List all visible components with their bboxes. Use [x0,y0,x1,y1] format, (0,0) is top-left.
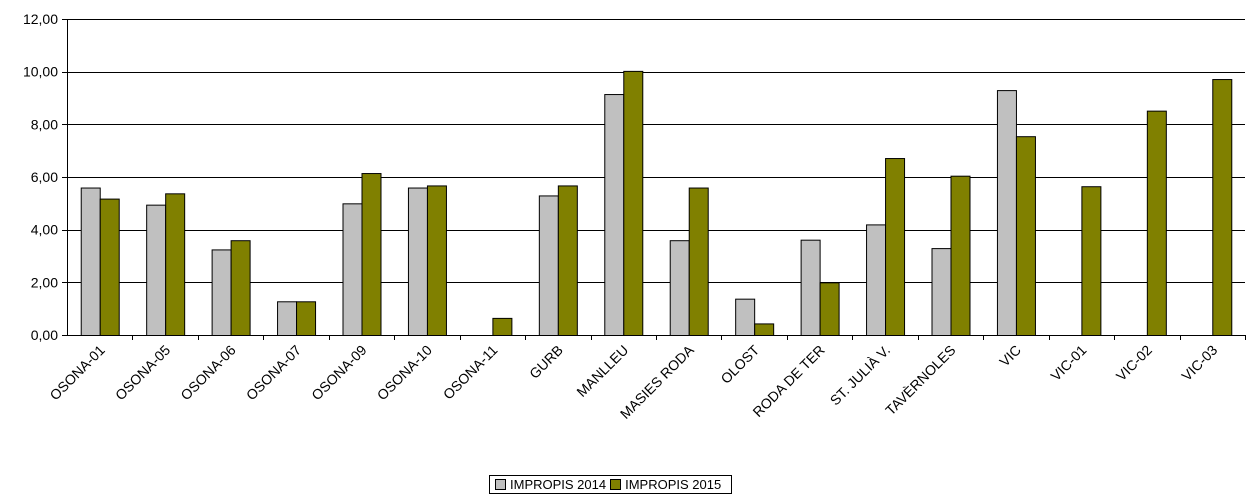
bar-2014 [604,94,625,336]
bar-2015 [688,187,709,336]
x-tick-label: OLOST [717,342,762,387]
x-tick-label: VIC-02 [1113,342,1155,384]
bar-2015 [623,70,644,336]
legend-label-2014: IMPROPIS 2014 [510,477,607,492]
x-tick-label: OSONA-10 [374,342,436,404]
bar-2015 [1146,110,1167,336]
x-tick-label: TAVÈRNOLES [882,342,958,418]
bar-2014 [407,187,428,336]
bar-2014 [735,298,756,337]
bar-2015 [296,301,317,336]
x-tick-label: OSONA-11 [440,342,501,403]
x-tick-labels: OSONA-01 OSONA-05 OSONA-06 OSONA-07 OSONA-09… [46,341,1220,422]
bar-2015 [165,193,186,336]
legend: IMPROPIS 2014 IMPROPIS 2015 [489,475,733,494]
y-tick-label: 8,00 [31,116,58,132]
bar-2015 [492,317,513,336]
legend-swatch-2014 [495,479,506,490]
legend-label-2015: IMPROPIS 2015 [625,477,722,492]
bar-2014 [277,301,298,336]
x-tick-label: OSONA-06 [177,342,239,404]
y-tick-label: 12,00 [23,11,58,27]
x-tick-label: VIC [996,342,1024,370]
x-tick-label: VIC-01 [1047,342,1089,384]
bar-2014 [866,224,887,336]
bar-2014 [669,240,690,336]
bar-2015 [950,175,971,336]
bar-2014 [211,249,232,337]
y-tick-label: 10,00 [23,64,58,80]
legend-swatch-2015 [610,479,622,490]
legend-item-2015: IMPROPIS 2015 [610,477,721,492]
bar-2014 [996,90,1017,336]
bar-2015 [361,173,382,336]
gridlines [67,19,1245,283]
bar-2014 [538,195,559,336]
y-tick-label: 4,00 [31,222,58,238]
bars [80,70,1233,337]
legend-item-2014: IMPROPIS 2014 [495,477,606,492]
bar-2014 [146,204,167,336]
bar-2015 [1015,136,1036,336]
bar-2015 [1212,79,1233,337]
bar-2014 [931,248,952,337]
bar-2015 [819,282,840,337]
y-tick-label: 6,00 [31,169,58,185]
bar-2015 [230,240,251,336]
bar-2015 [557,185,578,336]
y-tick-label: 0,00 [31,327,58,343]
bar-2014 [800,239,821,337]
x-tick-label: OSONA-01 [46,342,108,404]
bar-2015 [1081,186,1102,336]
bar-2014 [342,203,363,336]
bar-2014 [80,187,101,336]
y-tick-label: 2,00 [31,274,58,290]
bar-2015 [99,198,120,336]
x-tick-label: OSONA-09 [308,342,370,404]
bar-2015 [426,185,447,336]
x-tick-label: VIC-03 [1178,342,1220,384]
x-tick-label: OSONA-05 [112,342,174,404]
bar-2015 [885,158,906,336]
x-tick-label: MANLLEU [573,342,631,400]
x-tick-label: ST. JULIÀ V. [827,342,894,409]
axes [62,19,1246,340]
y-tick-labels: 0,00 2,00 4,00 6,00 8,00 10,00 12,00 [23,11,58,343]
x-tick-label: GURB [526,342,566,382]
bar-2015 [754,323,775,336]
x-tick-label: OSONA-07 [243,342,305,404]
